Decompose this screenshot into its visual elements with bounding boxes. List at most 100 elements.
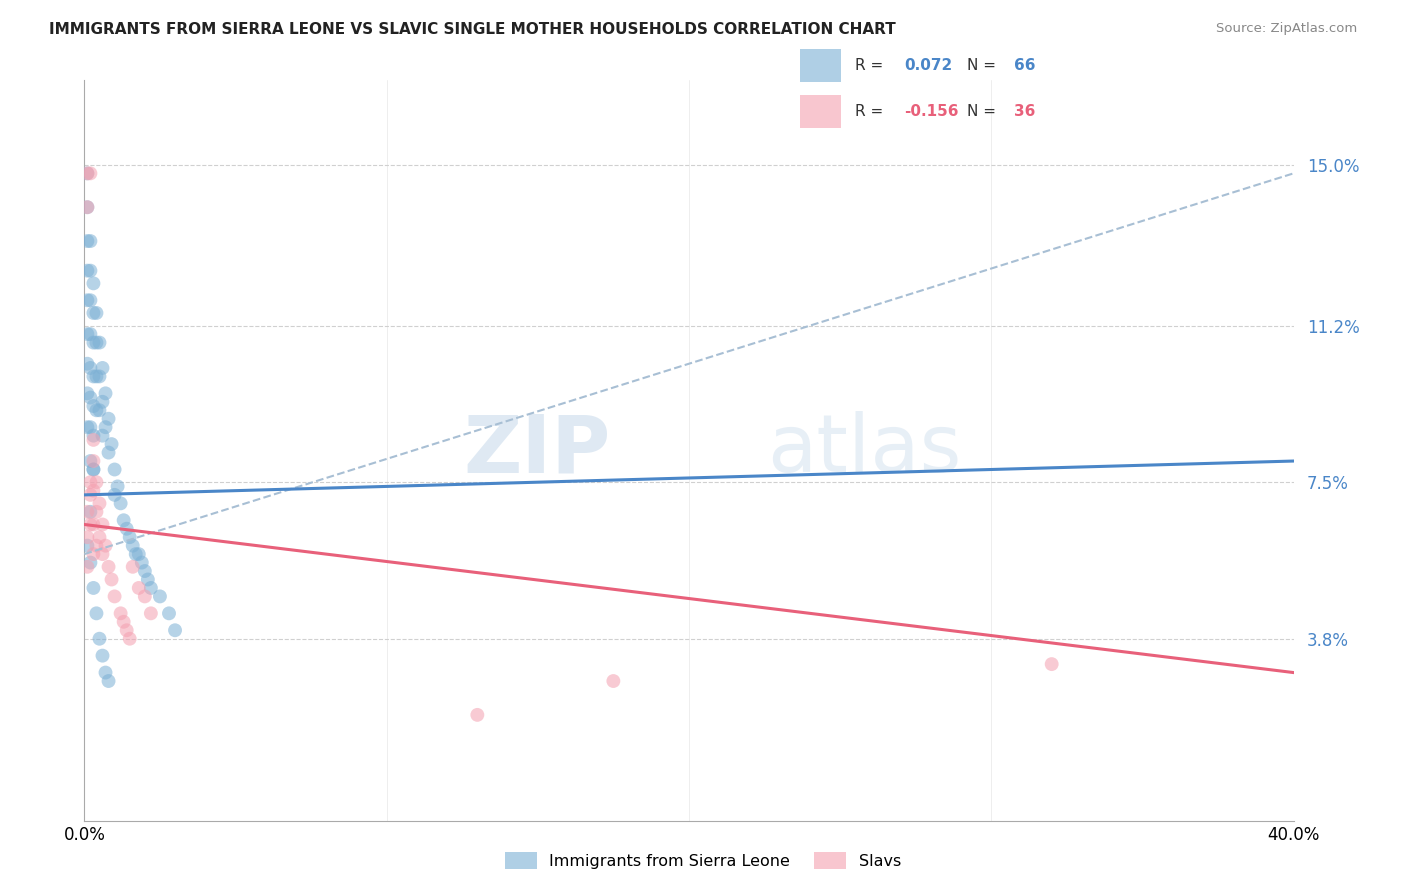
Point <box>89 335 111 350</box>
Point <box>136 573 159 587</box>
Point <box>115 624 138 638</box>
Point <box>112 615 135 629</box>
Point <box>134 564 156 578</box>
Point <box>76 530 98 544</box>
Point <box>1040 657 1063 672</box>
Point <box>149 590 172 604</box>
Point <box>82 428 104 442</box>
Point <box>125 547 148 561</box>
Point <box>91 517 114 532</box>
Point <box>100 573 122 587</box>
Point <box>467 707 489 722</box>
Point <box>79 391 101 405</box>
Text: 0.072: 0.072 <box>904 58 952 73</box>
Point <box>76 200 98 214</box>
Point <box>139 581 162 595</box>
Point <box>104 590 127 604</box>
Text: R =: R = <box>855 58 883 73</box>
Point <box>79 454 101 468</box>
Point <box>79 420 101 434</box>
Point <box>76 559 98 574</box>
Point <box>82 369 104 384</box>
Point <box>91 361 114 376</box>
Point <box>118 530 141 544</box>
Point <box>82 454 104 468</box>
Point <box>100 437 122 451</box>
Point <box>89 496 111 510</box>
Point <box>82 462 104 476</box>
Point <box>76 293 98 308</box>
Point <box>86 505 108 519</box>
Point <box>110 496 132 510</box>
Point <box>602 673 624 688</box>
Point <box>97 559 120 574</box>
Point <box>79 263 101 277</box>
Point <box>165 624 187 638</box>
Text: N =: N = <box>967 104 995 120</box>
Point <box>91 428 114 442</box>
Text: N =: N = <box>967 58 995 73</box>
Point <box>79 556 101 570</box>
Point <box>76 234 98 248</box>
Point <box>76 327 98 342</box>
Point <box>79 327 101 342</box>
Point <box>76 200 98 214</box>
Point <box>82 547 104 561</box>
Text: R =: R = <box>855 104 883 120</box>
Point <box>76 357 98 371</box>
Legend: Immigrants from Sierra Leone, Slavs: Immigrants from Sierra Leone, Slavs <box>498 846 908 875</box>
Point <box>97 411 120 425</box>
Point <box>76 386 98 401</box>
Point <box>86 306 108 320</box>
Point <box>82 483 104 498</box>
Point <box>79 505 101 519</box>
Point <box>76 420 98 434</box>
Point <box>94 539 117 553</box>
Point <box>76 166 98 180</box>
Point <box>94 386 117 401</box>
Point <box>97 445 120 459</box>
Point <box>79 361 101 376</box>
Point <box>91 394 114 409</box>
Text: 66: 66 <box>1014 58 1035 73</box>
FancyBboxPatch shape <box>800 95 841 128</box>
Point <box>79 234 101 248</box>
Point <box>89 369 111 384</box>
Point <box>97 673 120 688</box>
Text: IMMIGRANTS FROM SIERRA LEONE VS SLAVIC SINGLE MOTHER HOUSEHOLDS CORRELATION CHAR: IMMIGRANTS FROM SIERRA LEONE VS SLAVIC S… <box>49 22 896 37</box>
Text: atlas: atlas <box>768 411 962 490</box>
Point <box>79 488 101 502</box>
Point <box>79 475 101 490</box>
Point <box>79 517 101 532</box>
Point <box>82 335 104 350</box>
Point <box>104 488 127 502</box>
Point <box>82 306 104 320</box>
Point <box>82 581 104 595</box>
Point <box>134 590 156 604</box>
Point <box>89 530 111 544</box>
Point <box>118 632 141 646</box>
Point <box>86 539 108 553</box>
Point <box>139 607 162 621</box>
Text: Source: ZipAtlas.com: Source: ZipAtlas.com <box>1216 22 1357 36</box>
Point <box>79 293 101 308</box>
Point <box>121 559 143 574</box>
Point <box>76 263 98 277</box>
Point <box>128 581 150 595</box>
Point <box>86 607 108 621</box>
Point <box>115 522 138 536</box>
Point <box>112 513 135 527</box>
Point <box>107 479 129 493</box>
Point <box>104 462 127 476</box>
Point <box>86 475 108 490</box>
Point <box>91 547 114 561</box>
Point <box>82 277 104 291</box>
Point <box>110 607 132 621</box>
Point <box>86 335 108 350</box>
Point <box>94 665 117 680</box>
Point <box>82 399 104 413</box>
Point <box>157 607 180 621</box>
Point <box>76 166 98 180</box>
Point <box>82 462 104 476</box>
FancyBboxPatch shape <box>800 49 841 82</box>
